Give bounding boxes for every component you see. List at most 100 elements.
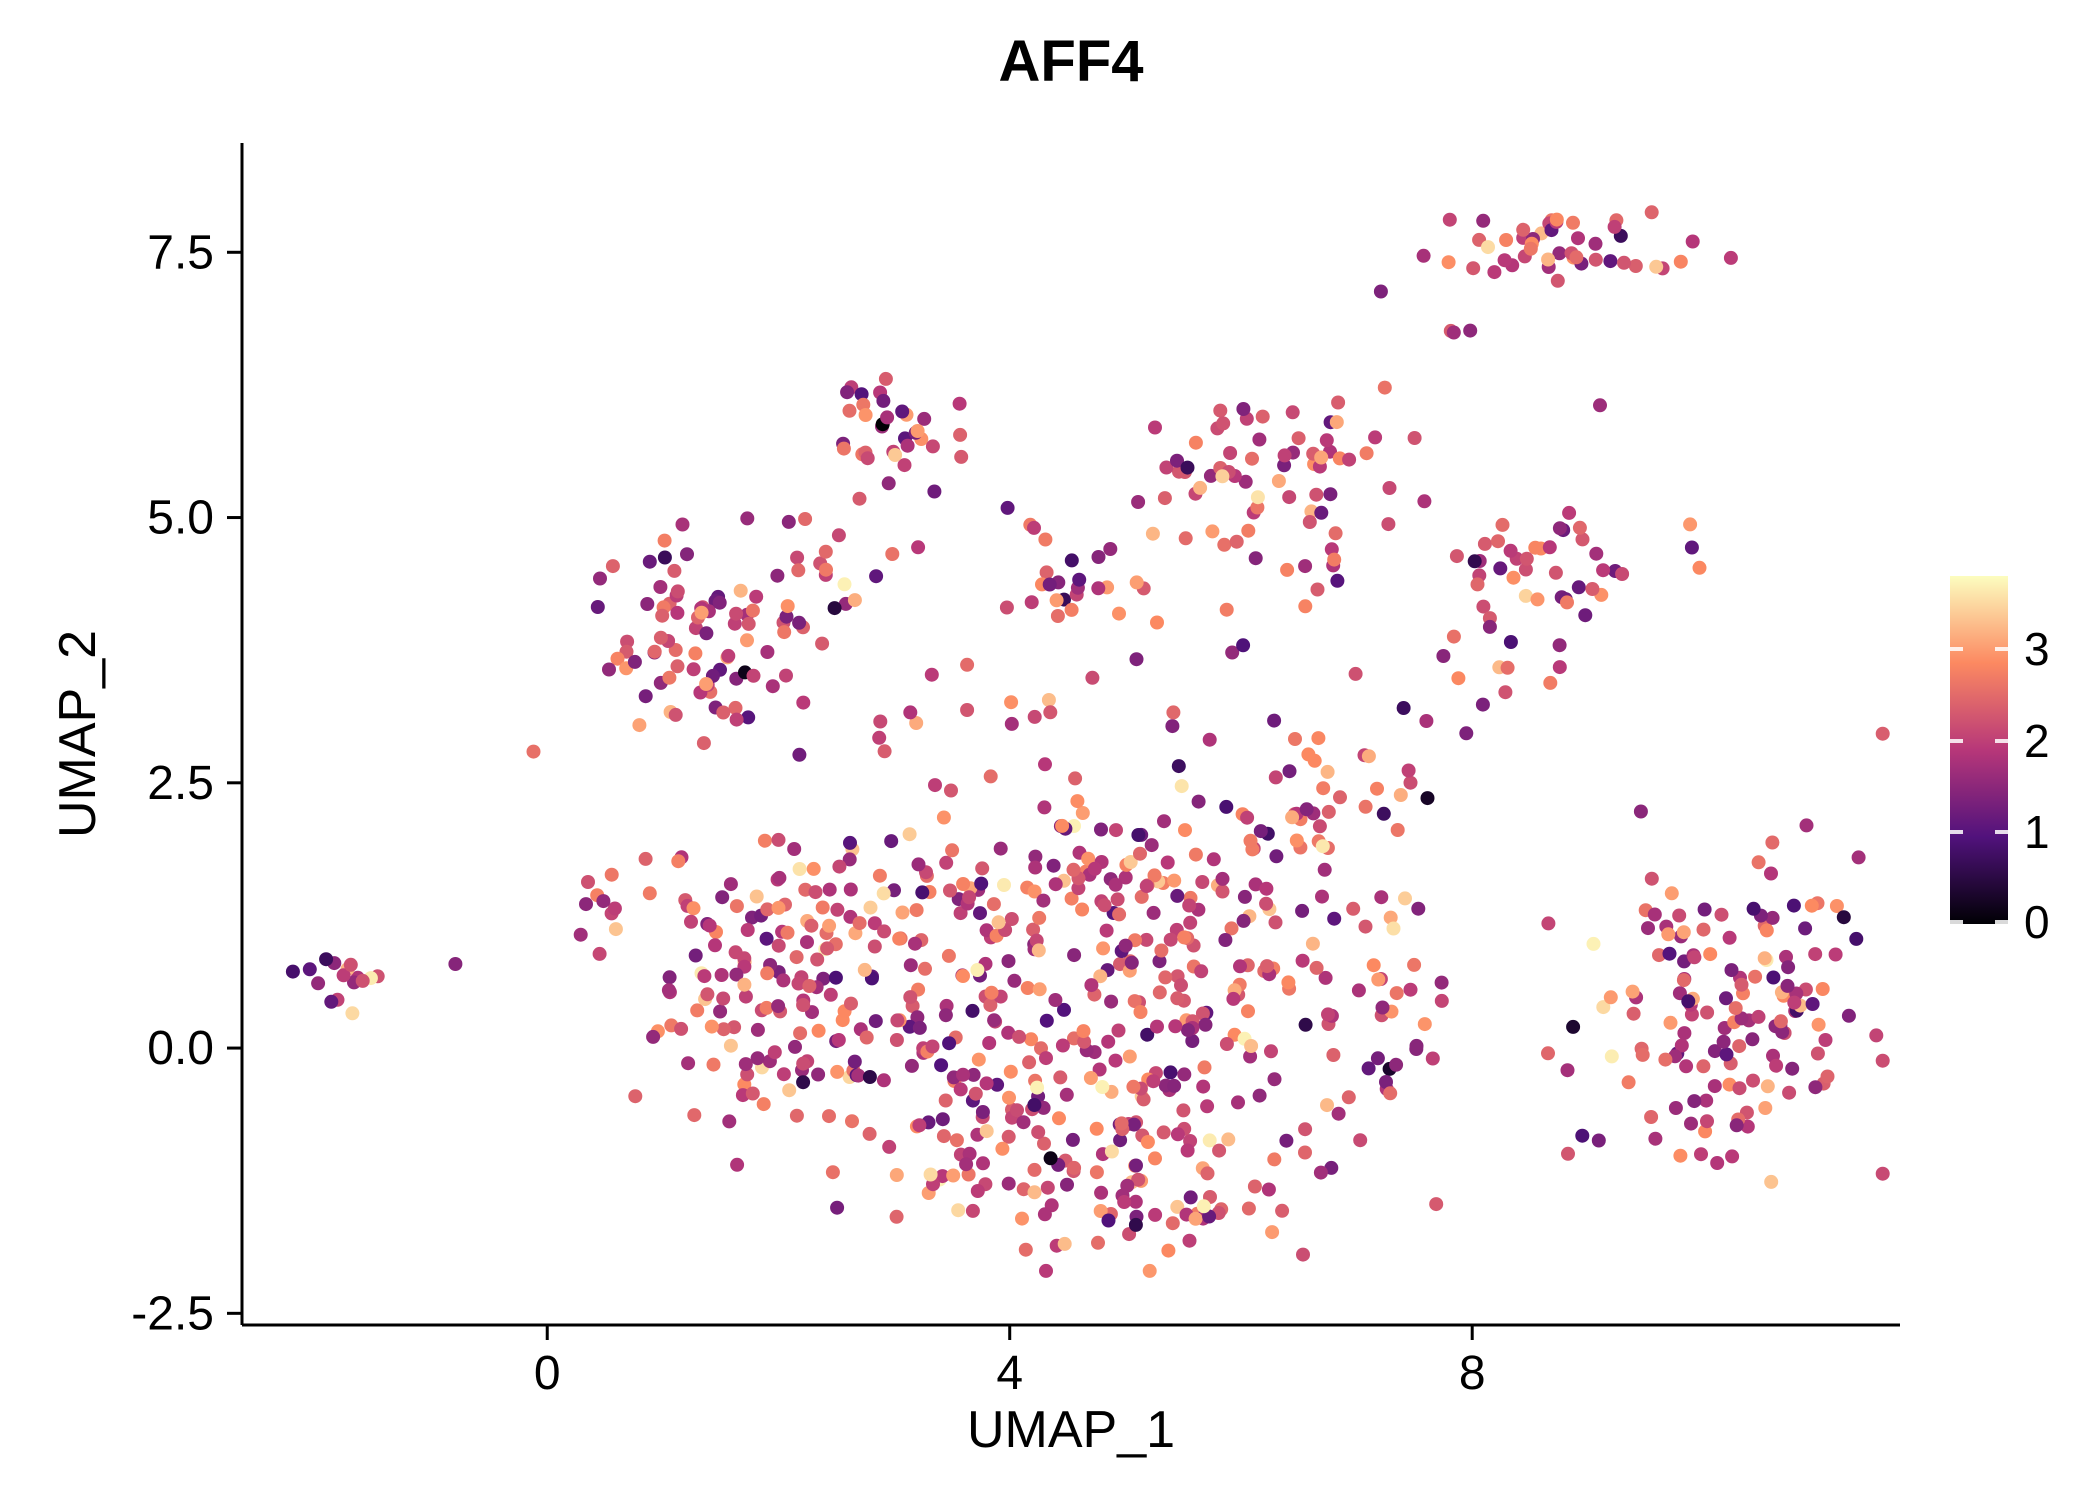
data-point (1064, 602, 1079, 617)
data-point (1146, 1074, 1161, 1089)
data-point (911, 540, 926, 555)
data-point (787, 842, 802, 856)
data-point (1147, 868, 1162, 883)
data-point (965, 1203, 980, 1218)
data-point (1127, 1117, 1141, 1132)
data-point (1070, 794, 1085, 809)
data-point (1467, 554, 1482, 569)
data-point (1095, 1080, 1110, 1094)
data-point (796, 1075, 811, 1090)
data-point (1129, 652, 1144, 667)
data-point (1746, 901, 1761, 916)
data-point (1068, 771, 1083, 786)
data-point (1131, 1172, 1146, 1187)
data-point (1359, 446, 1374, 461)
data-point (1178, 823, 1192, 838)
data-point (1066, 862, 1081, 877)
data-point (1182, 898, 1197, 913)
data-point (863, 900, 878, 915)
data-point (740, 511, 755, 526)
data-point (1644, 1110, 1659, 1124)
data-point (811, 1023, 826, 1038)
data-point (1318, 970, 1333, 985)
data-point (1542, 540, 1557, 555)
data-point (815, 900, 830, 915)
data-point (782, 1083, 797, 1098)
data-point (847, 593, 862, 608)
data-point (1075, 806, 1090, 820)
data-point (1716, 1034, 1731, 1049)
data-point (667, 563, 682, 578)
data-point (1114, 1116, 1129, 1131)
data-point (1032, 910, 1047, 925)
data-point (1589, 546, 1604, 561)
data-point (302, 962, 317, 977)
data-point (897, 458, 912, 473)
data-point (632, 718, 647, 733)
data-point (815, 636, 830, 651)
data-point (699, 626, 714, 641)
data-point (880, 410, 895, 425)
data-point (1216, 416, 1231, 431)
data-point (670, 659, 685, 674)
data-point (827, 601, 842, 616)
data-point (953, 427, 968, 442)
data-point (770, 568, 785, 583)
data-point (674, 1021, 689, 1036)
data-point (1734, 977, 1749, 992)
data-point (1028, 849, 1043, 864)
data-point (953, 1082, 968, 1097)
data-point (862, 1070, 877, 1084)
data-point (830, 1200, 845, 1215)
data-point (671, 854, 686, 869)
data-point (1279, 1133, 1294, 1148)
data-point (1094, 822, 1108, 837)
data-point (1383, 1086, 1398, 1101)
data-point (1562, 505, 1577, 520)
data-point (729, 712, 744, 727)
data-point (1673, 1148, 1688, 1163)
data-point (1764, 866, 1778, 881)
data-point (1684, 1116, 1698, 1131)
data-point (738, 989, 753, 1004)
data-point (1317, 862, 1332, 877)
data-point (1241, 523, 1256, 538)
data-point (1377, 380, 1392, 395)
data-point (1787, 995, 1802, 1010)
data-point (1805, 997, 1820, 1011)
data-point (1786, 898, 1801, 913)
data-point (1298, 1122, 1313, 1137)
data-point (1470, 577, 1485, 592)
data-point (970, 1184, 985, 1198)
data-point (1722, 930, 1737, 945)
data-point (1198, 1017, 1213, 1032)
data-point (1662, 946, 1677, 961)
data-point (1218, 933, 1233, 947)
data-point (1725, 1149, 1740, 1164)
legend-tick-mark (1995, 830, 2008, 835)
data-point (1103, 542, 1118, 556)
data-point (1493, 561, 1508, 576)
data-point (1253, 824, 1268, 839)
data-point (1176, 1103, 1191, 1118)
data-point (1477, 536, 1492, 551)
data-point (1309, 960, 1324, 975)
data-point (593, 571, 607, 586)
data-point (862, 1126, 877, 1141)
data-point (756, 1097, 771, 1112)
data-point (1117, 1195, 1132, 1209)
data-point (646, 1029, 661, 1044)
data-point (627, 654, 642, 669)
data-point (737, 977, 752, 992)
data-point (857, 962, 872, 977)
data-point (640, 597, 655, 611)
data-point (1097, 898, 1112, 913)
data-point (845, 1114, 859, 1129)
data-point (912, 1020, 927, 1035)
data-point (662, 670, 677, 685)
data-point (1152, 985, 1167, 1000)
data-point (966, 1067, 981, 1082)
data-point (878, 371, 893, 386)
data-point (976, 1156, 990, 1171)
data-point (1183, 915, 1198, 930)
